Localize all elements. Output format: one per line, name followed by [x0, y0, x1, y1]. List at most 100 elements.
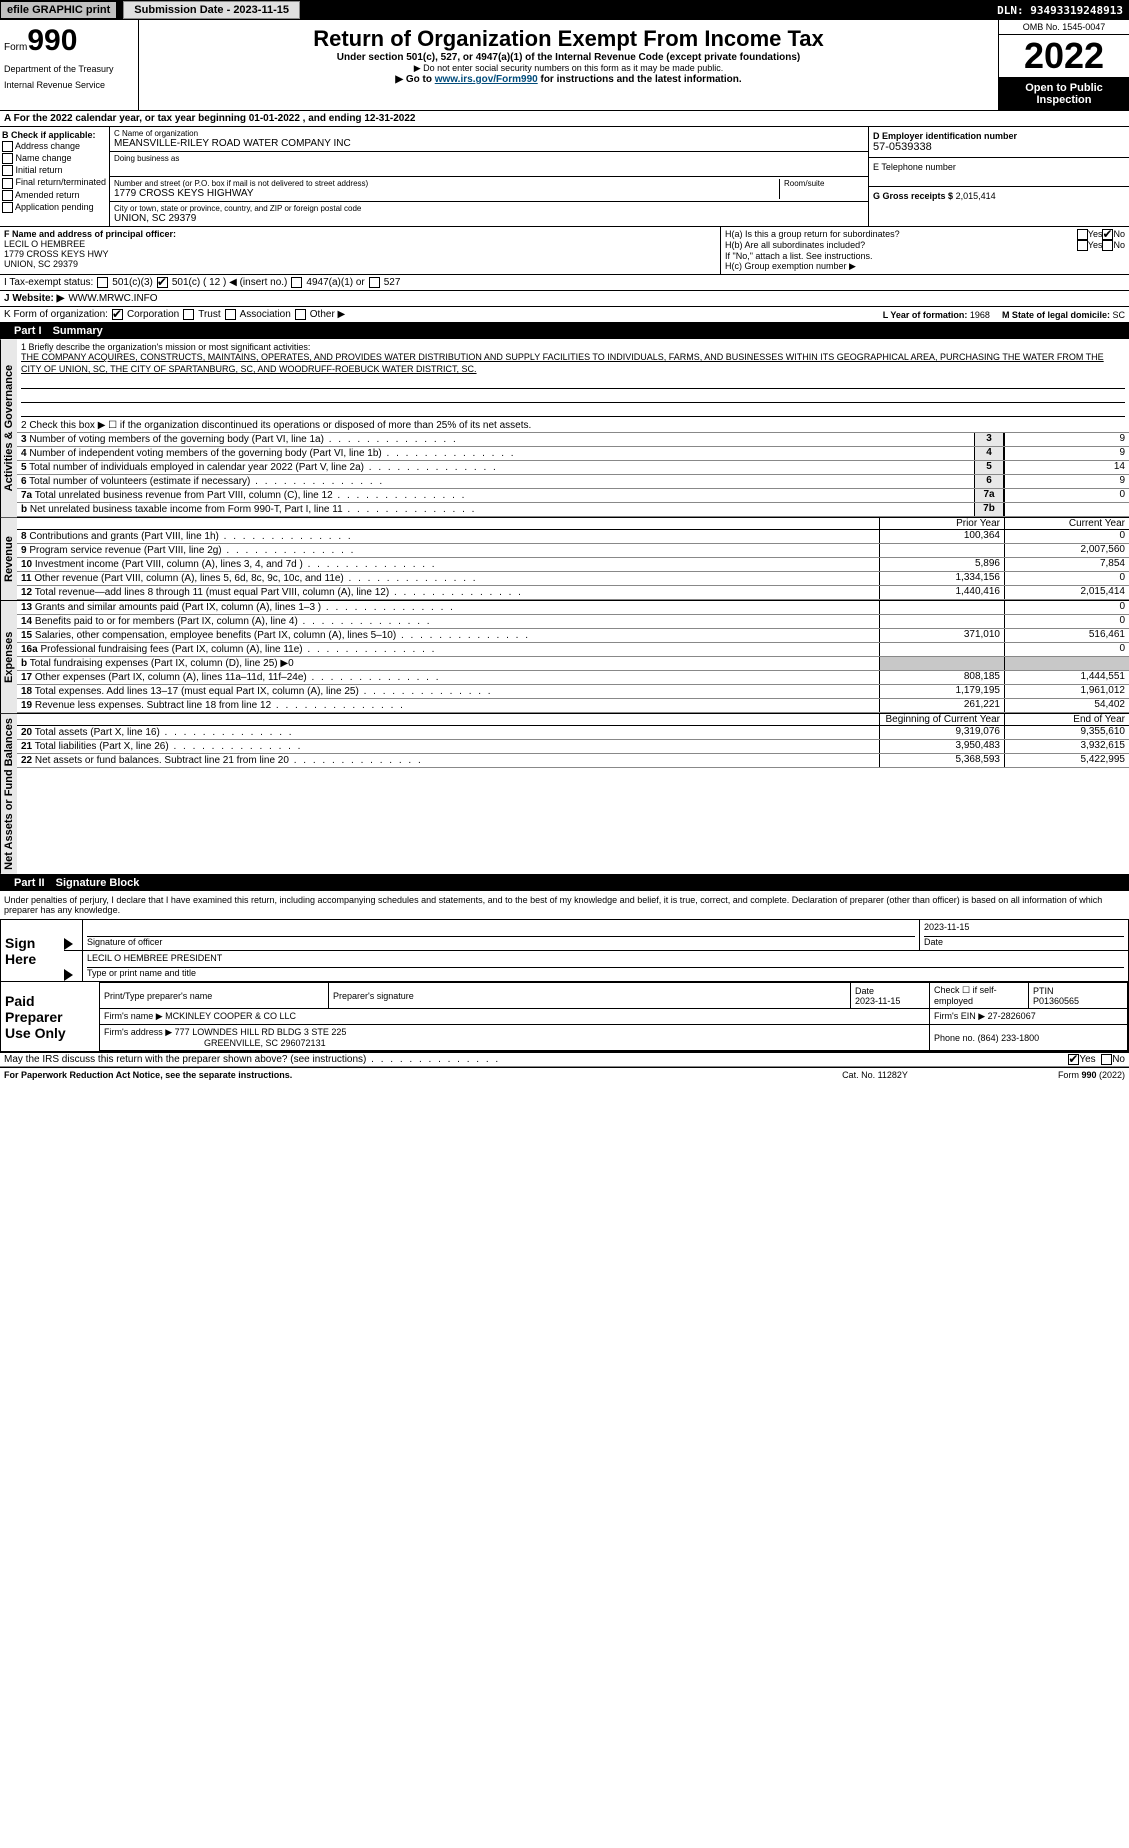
form-word: Form	[4, 42, 27, 53]
top-bar: efile GRAPHIC print Submission Date - 20…	[0, 0, 1129, 20]
website-value: WWW.MRWC.INFO	[68, 293, 157, 304]
side-expenses: Expenses	[0, 601, 17, 713]
footer: For Paperwork Reduction Act Notice, see …	[0, 1067, 1129, 1082]
gross-receipts-value: 2,015,414	[956, 191, 996, 201]
col-beginning-year: Beginning of Current Year	[879, 714, 1004, 725]
row-i-tax-exempt: I Tax-exempt status: 501(c)(3) ✔ 501(c) …	[0, 275, 1129, 291]
firm-addr2: GREENVILLE, SC 296072131	[204, 1038, 326, 1048]
summary-line: 12 Total revenue—add lines 8 through 11 …	[17, 586, 1129, 600]
cat-no: Cat. No. 11282Y	[775, 1070, 975, 1080]
date-label: Date	[924, 937, 1124, 947]
section-b: B Check if applicable: Address change Na…	[0, 127, 1129, 227]
summary-line: 6 Total number of volunteers (estimate i…	[17, 475, 1129, 489]
net-assets-block: Net Assets or Fund Balances Beginning of…	[0, 714, 1129, 875]
summary-line: 17 Other expenses (Part IX, column (A), …	[17, 671, 1129, 685]
penalties-text: Under penalties of perjury, I declare th…	[0, 891, 1129, 920]
summary-line: 14 Benefits paid to or for members (Part…	[17, 615, 1129, 629]
checkbox-discuss-yes[interactable]: ✔	[1068, 1054, 1079, 1065]
summary-line: 10 Investment income (Part VIII, column …	[17, 558, 1129, 572]
summary-line: 4 Number of independent voting members o…	[17, 447, 1129, 461]
side-revenue: Revenue	[0, 518, 17, 600]
summary-line: 5 Total number of individuals employed i…	[17, 461, 1129, 475]
row-j-website: J Website: ▶ WWW.MRWC.INFO	[0, 291, 1129, 307]
line2: 2 Check this box ▶ ☐ if the organization…	[17, 419, 1129, 433]
dept-treasury: Department of the Treasury	[4, 64, 134, 74]
checkbox-4947[interactable]	[291, 277, 302, 288]
form-990: 990	[27, 24, 77, 57]
col-end-year: End of Year	[1004, 714, 1129, 725]
summary-line: 9 Program service revenue (Part VIII, li…	[17, 544, 1129, 558]
firm-phone: (864) 233-1800	[978, 1033, 1040, 1043]
side-activities: Activities & Governance	[0, 339, 17, 517]
checkbox-trust[interactable]	[183, 309, 194, 320]
preparer-table: Print/Type preparer's name Preparer's si…	[99, 982, 1128, 1051]
title-cell: Return of Organization Exempt From Incom…	[139, 20, 999, 110]
street-address: 1779 CROSS KEYS HIGHWAY	[114, 188, 779, 199]
summary-line: 11 Other revenue (Part VIII, column (A),…	[17, 572, 1129, 586]
omb-number: OMB No. 1545-0047	[999, 20, 1129, 35]
summary-line: 22 Net assets or fund balances. Subtract…	[17, 754, 1129, 768]
org-name: MEANSVILLE-RILEY ROAD WATER COMPANY INC	[114, 138, 864, 149]
subtitle-1: Under section 501(c), 527, or 4947(a)(1)…	[139, 52, 998, 63]
checkbox-address-change[interactable]	[2, 141, 13, 152]
addr-label: Number and street (or P.O. box if mail i…	[114, 179, 779, 188]
activities-governance-block: Activities & Governance 1 Briefly descri…	[0, 339, 1129, 518]
summary-line: b Total fundraising expenses (Part IX, c…	[17, 657, 1129, 671]
summary-line: 18 Total expenses. Add lines 13–17 (must…	[17, 685, 1129, 699]
checkbox-501c3[interactable]	[97, 277, 108, 288]
irs-link[interactable]: www.irs.gov/Form990	[435, 74, 538, 85]
officer-name: LECIL O HEMBREE	[4, 239, 716, 249]
checkbox-527[interactable]	[369, 277, 380, 288]
checkbox-amended[interactable]	[2, 190, 13, 201]
row-f-h: F Name and address of principal officer:…	[0, 227, 1129, 275]
summary-line: 8 Contributions and grants (Part VIII, l…	[17, 530, 1129, 544]
summary-line: 3 Number of voting members of the govern…	[17, 433, 1129, 447]
signer-name: LECIL O HEMBREE PRESIDENT	[87, 953, 1124, 968]
officer-addr1: 1779 CROSS KEYS HWY	[4, 249, 716, 259]
summary-line: 19 Revenue less expenses. Subtract line …	[17, 699, 1129, 713]
ein-value: 57-0539338	[873, 141, 1125, 153]
room-label: Room/suite	[784, 179, 864, 188]
col-prior-year: Prior Year	[879, 518, 1004, 529]
form-footer: Form 990 (2022)	[975, 1070, 1125, 1080]
arrow-icon	[64, 969, 73, 981]
line1-label: 1 Briefly describe the organization's mi…	[21, 342, 1125, 352]
checkbox-other[interactable]	[295, 309, 306, 320]
checkbox-final-return[interactable]	[2, 178, 13, 189]
form-header: Form990 Department of the Treasury Inter…	[0, 20, 1129, 111]
year-formation: 1968	[970, 310, 990, 320]
ein-label: D Employer identification number	[873, 131, 1017, 141]
mission-text: THE COMPANY ACQUIRES, CONSTRUCTS, MAINTA…	[21, 352, 1125, 375]
checkbox-initial-return[interactable]	[2, 165, 13, 176]
row-k-form-org: K Form of organization: ✔ Corporation Tr…	[0, 307, 1129, 323]
discuss-question: May the IRS discuss this return with the…	[4, 1054, 1068, 1065]
submission-date-button[interactable]: Submission Date - 2023-11-15	[123, 1, 300, 19]
dept-irs: Internal Revenue Service	[4, 80, 134, 90]
part-2-header: Part II Signature Block	[0, 875, 1129, 891]
open-to-public: Open to Public Inspection	[999, 78, 1129, 110]
form-number-cell: Form990 Department of the Treasury Inter…	[0, 20, 139, 110]
firm-ein: 27-2826067	[988, 1011, 1036, 1021]
officer-addr2: UNION, SC 29379	[4, 259, 716, 269]
side-net-assets: Net Assets or Fund Balances	[0, 714, 17, 874]
sign-here-block: Sign Here Signature of officer 2023-11-1…	[0, 920, 1129, 982]
tax-year: 2022	[999, 35, 1129, 78]
checkbox-discuss-no[interactable]	[1101, 1054, 1112, 1065]
checkbox-501c[interactable]: ✔	[157, 277, 168, 288]
firm-addr1: 777 LOWNDES HILL RD BLDG 3 STE 225	[175, 1027, 347, 1037]
sig-officer-label: Signature of officer	[87, 937, 915, 947]
gross-receipts-label: G Gross receipts $	[873, 191, 953, 201]
form-title: Return of Organization Exempt From Incom…	[139, 26, 998, 52]
summary-line: 16a Professional fundraising fees (Part …	[17, 643, 1129, 657]
summary-line: 13 Grants and similar amounts paid (Part…	[17, 601, 1129, 615]
part-1-header: Part I Summary	[0, 323, 1129, 339]
efile-badge: efile GRAPHIC print	[0, 1, 117, 19]
checkbox-association[interactable]	[225, 309, 236, 320]
checkbox-pending[interactable]	[2, 202, 13, 213]
state-domicile: SC	[1112, 310, 1125, 320]
checkbox-name-change[interactable]	[2, 153, 13, 164]
checkbox-corporation[interactable]: ✔	[112, 309, 123, 320]
right-info: D Employer identification number 57-0539…	[868, 127, 1129, 226]
ptin-value: P01360565	[1033, 996, 1079, 1006]
expenses-block: Expenses 13 Grants and similar amounts p…	[0, 601, 1129, 714]
